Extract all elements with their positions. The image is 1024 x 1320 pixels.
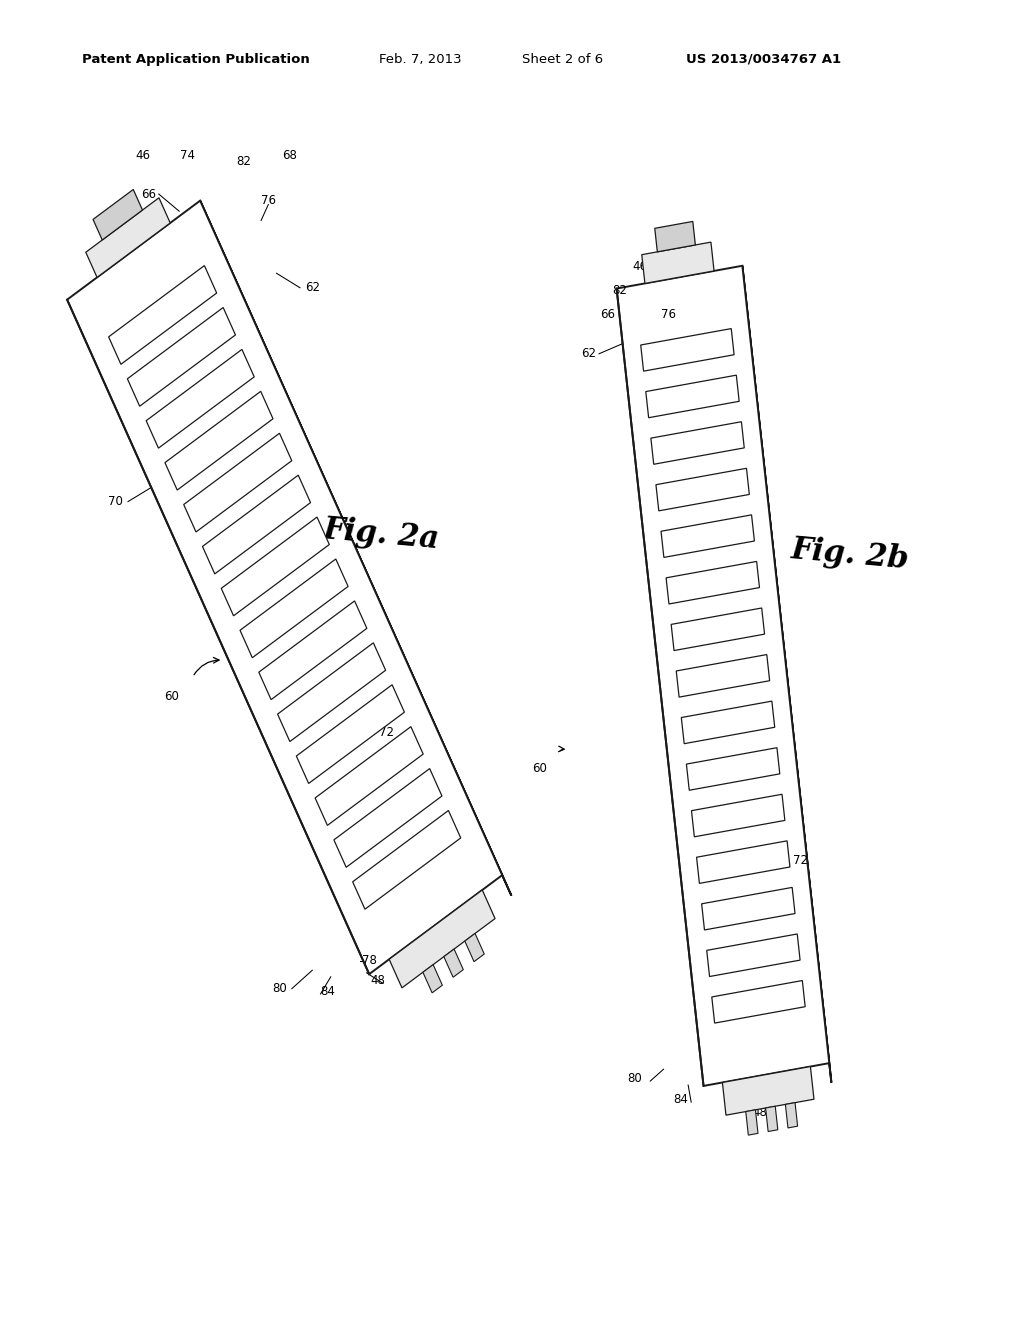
Polygon shape	[722, 1067, 814, 1115]
Polygon shape	[127, 308, 236, 407]
Text: 84: 84	[673, 1093, 688, 1106]
Text: 80: 80	[272, 982, 287, 995]
Polygon shape	[465, 933, 484, 962]
Polygon shape	[671, 609, 765, 651]
Polygon shape	[686, 747, 780, 791]
Text: 72: 72	[793, 854, 808, 867]
Text: 70: 70	[108, 495, 123, 508]
Polygon shape	[785, 1102, 798, 1127]
Polygon shape	[389, 890, 495, 987]
Polygon shape	[296, 685, 404, 784]
Text: Fig. 2b: Fig. 2b	[790, 533, 910, 576]
Polygon shape	[259, 601, 367, 700]
Text: 68: 68	[283, 149, 297, 162]
Polygon shape	[676, 655, 770, 697]
Polygon shape	[221, 517, 330, 616]
Polygon shape	[701, 887, 795, 931]
Text: 66: 66	[141, 187, 156, 201]
Polygon shape	[656, 469, 750, 511]
Text: 46: 46	[136, 149, 151, 162]
Text: 62: 62	[305, 281, 321, 294]
Polygon shape	[109, 265, 217, 364]
Text: 74: 74	[660, 260, 675, 273]
Polygon shape	[666, 561, 760, 605]
Text: 78: 78	[361, 954, 377, 968]
Polygon shape	[646, 375, 739, 417]
Text: 78: 78	[741, 1086, 757, 1100]
Text: 72: 72	[379, 726, 394, 739]
Polygon shape	[707, 935, 800, 977]
Polygon shape	[165, 391, 273, 490]
Polygon shape	[200, 201, 511, 896]
Polygon shape	[662, 515, 755, 557]
Polygon shape	[240, 558, 348, 657]
Polygon shape	[651, 421, 744, 465]
Polygon shape	[315, 727, 423, 825]
Polygon shape	[654, 222, 695, 252]
Text: 76: 76	[662, 308, 676, 321]
Text: 48: 48	[753, 1106, 768, 1119]
Text: 60: 60	[532, 762, 547, 775]
Text: Fig. 2a: Fig. 2a	[322, 513, 440, 556]
Polygon shape	[616, 265, 829, 1086]
Text: Feb. 7, 2013: Feb. 7, 2013	[379, 53, 462, 66]
Polygon shape	[68, 201, 502, 974]
Text: 46: 46	[633, 260, 647, 273]
Text: 80: 80	[628, 1072, 642, 1085]
Polygon shape	[423, 965, 442, 993]
Text: 66: 66	[600, 308, 614, 321]
Polygon shape	[203, 475, 310, 574]
Polygon shape	[712, 981, 805, 1023]
Text: 60: 60	[165, 690, 179, 704]
Polygon shape	[696, 841, 790, 883]
Polygon shape	[86, 198, 170, 277]
Polygon shape	[278, 643, 386, 742]
Text: 76: 76	[261, 194, 275, 207]
Polygon shape	[334, 768, 442, 867]
Polygon shape	[641, 329, 734, 371]
Polygon shape	[766, 1106, 778, 1131]
Polygon shape	[443, 949, 463, 977]
Polygon shape	[745, 1110, 758, 1135]
Polygon shape	[681, 701, 775, 743]
Polygon shape	[742, 265, 831, 1082]
Polygon shape	[183, 433, 292, 532]
Text: 48: 48	[370, 974, 385, 987]
Polygon shape	[691, 795, 784, 837]
Polygon shape	[93, 190, 142, 240]
Polygon shape	[352, 810, 461, 909]
Text: 82: 82	[237, 154, 251, 168]
Text: 84: 84	[321, 985, 336, 998]
Text: US 2013/0034767 A1: US 2013/0034767 A1	[686, 53, 841, 66]
Text: Patent Application Publication: Patent Application Publication	[82, 53, 309, 66]
Polygon shape	[642, 242, 714, 284]
Text: Sheet 2 of 6: Sheet 2 of 6	[522, 53, 603, 66]
Polygon shape	[146, 350, 254, 447]
Text: 74: 74	[180, 149, 195, 162]
Text: 82: 82	[612, 284, 627, 297]
Text: 62: 62	[581, 347, 596, 360]
